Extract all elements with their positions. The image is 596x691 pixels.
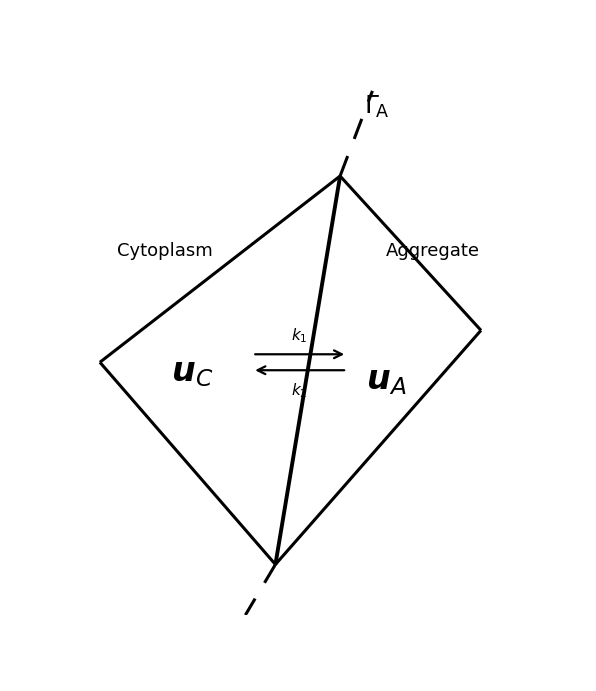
Text: $k_1$: $k_1$ (291, 326, 308, 345)
Text: Cytoplasm: Cytoplasm (117, 242, 212, 260)
Text: $\Gamma_{\!\mathrm{A}}$: $\Gamma_{\!\mathrm{A}}$ (365, 94, 390, 120)
Text: $\boldsymbol{u}_A$: $\boldsymbol{u}_A$ (366, 364, 406, 397)
Text: Aggregate: Aggregate (386, 242, 479, 260)
Text: $k_2$: $k_2$ (291, 381, 308, 399)
Text: $\boldsymbol{u}_C$: $\boldsymbol{u}_C$ (171, 357, 213, 390)
